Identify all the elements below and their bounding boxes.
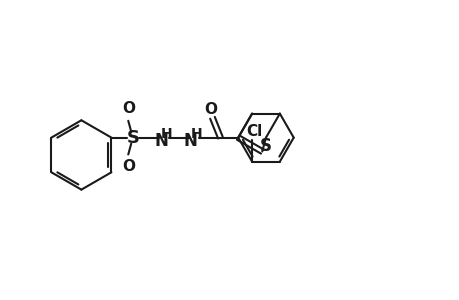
- Text: N: N: [183, 132, 197, 150]
- Text: O: O: [122, 101, 134, 116]
- Text: H: H: [161, 127, 172, 141]
- Text: O: O: [203, 102, 217, 117]
- Text: N: N: [154, 132, 168, 150]
- Text: S: S: [126, 129, 140, 147]
- Text: O: O: [122, 159, 134, 174]
- Text: Cl: Cl: [246, 124, 262, 140]
- Text: H: H: [190, 127, 202, 141]
- Text: S: S: [259, 136, 271, 154]
